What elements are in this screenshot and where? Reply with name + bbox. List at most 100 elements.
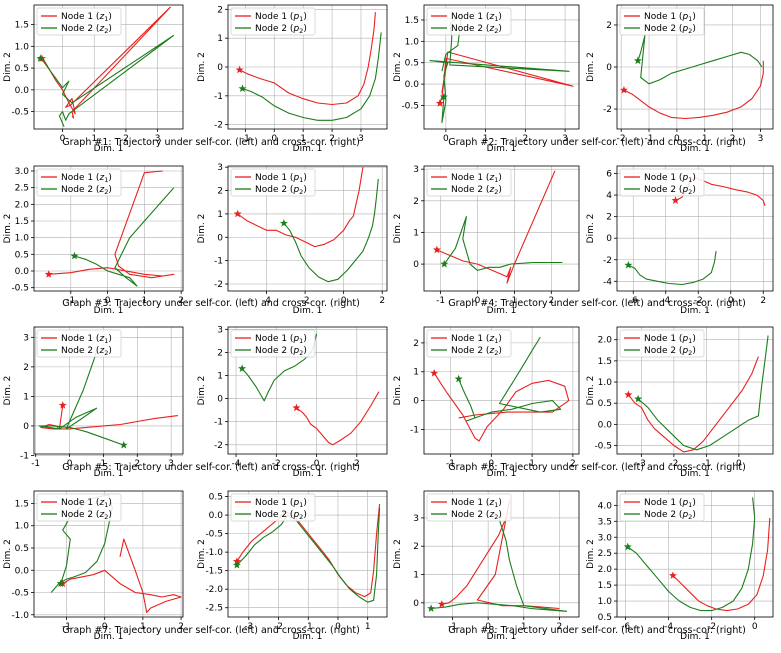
y-tick-label: 0.0 xyxy=(598,420,613,430)
y-tick-label: 4.0 xyxy=(598,501,613,511)
legend-label-node-2: Node 2 (p2) xyxy=(644,510,696,521)
x-tick-label: 2 xyxy=(522,134,528,144)
legend: Node 1 (z1)Node 2 (z2) xyxy=(426,329,512,358)
y-tick-label: 0.5 xyxy=(15,544,29,554)
legend-box xyxy=(36,168,122,197)
y-tick-label: 2 xyxy=(217,187,223,197)
y-tick-label: -2 xyxy=(214,441,223,451)
series-line-node-1 xyxy=(672,518,771,612)
legend-label-node-2: Node 2 (p2) xyxy=(644,185,696,196)
x-tick-label: -1 xyxy=(304,622,313,632)
start-marker-node-2 xyxy=(454,374,463,383)
x-axis-label: Dim. 1 xyxy=(293,306,323,316)
x-axis-label: Dim. 1 xyxy=(94,306,124,316)
y-tick-label: 1.5 xyxy=(15,21,29,31)
x-tick-label: 1 xyxy=(529,459,535,469)
y-tick-label: 0 xyxy=(413,397,419,407)
axes-frame xyxy=(616,165,774,292)
y-tick-label: 3 xyxy=(23,333,29,343)
legend-label-node-1: Node 1 (z1) xyxy=(61,12,112,23)
axes-graph-5-right: -4 -2 0 2 -2 -1 0 1 2 3 Dim. 1 Dim. 2 Node 1 (p1)Nod… xyxy=(197,325,388,479)
y-tick-label: 0.5 xyxy=(598,613,612,623)
start-marker-node-1 xyxy=(44,270,53,278)
series-line-node-2 xyxy=(283,178,379,283)
legend-box xyxy=(36,329,122,358)
y-tick-label: 1 xyxy=(23,392,29,402)
x-tick-label: -2 xyxy=(707,622,716,632)
x-tick-label: 0 xyxy=(443,134,449,144)
y-tick-label: 0.0 xyxy=(15,267,30,277)
axes-frame xyxy=(616,326,774,455)
legend: Node 1 (z1)Node 2 (z2) xyxy=(36,7,122,36)
axes-frame xyxy=(227,165,388,292)
series-line-node-1 xyxy=(296,391,380,446)
x-tick-label: 2 xyxy=(379,296,385,306)
series-line-node-2 xyxy=(637,335,769,451)
start-marker-node-2 xyxy=(36,54,45,62)
y-tick-label: 2 xyxy=(23,363,29,373)
legend-label-node-2: Node 2 (p2) xyxy=(255,24,307,35)
axes-frame xyxy=(33,490,184,618)
x-tick-label: 0 xyxy=(736,459,742,469)
y-tick-label: 0.0 xyxy=(209,511,224,521)
axes-graph-6-right: -3 -2 -1 0 -0.5 0.0 0.5 1.0 1.5 2.0 Dim. 1 Dim. 2 No… xyxy=(586,326,774,479)
x-tick-label: -2 xyxy=(274,622,283,632)
y-tick-label: -1 xyxy=(214,92,223,102)
start-marker-node-1 xyxy=(235,65,244,74)
legend-label-node-2: Node 2 (p2) xyxy=(644,24,696,35)
y-tick-label: 2 xyxy=(606,21,612,31)
y-tick-label: 1.0 xyxy=(15,42,30,52)
start-marker-node-2 xyxy=(232,560,241,569)
y-tick-label: 1 xyxy=(413,571,419,581)
legend-label-node-1: Node 1 (z1) xyxy=(61,173,112,184)
y-tick-label: 1.5 xyxy=(15,499,29,509)
caption-graph-8: Graph #8: Trajectory under self-cor. (le… xyxy=(448,625,746,636)
y-axis-label: Dim. 2 xyxy=(3,214,13,244)
caption-graph-5: Graph #5: Trajectory under self-cor. (le… xyxy=(62,462,360,473)
y-tick-label: 2.5 xyxy=(15,184,29,194)
start-marker-node-1 xyxy=(430,368,439,377)
legend-box xyxy=(426,168,512,197)
legend-box xyxy=(619,168,705,197)
x-tick-label: -6 xyxy=(621,622,630,632)
start-marker-node-2 xyxy=(634,394,643,403)
series-line-node-1 xyxy=(62,538,182,614)
legend: Node 1 (z1)Node 2 (z2) xyxy=(426,493,512,522)
series-line-node-2 xyxy=(637,34,763,85)
legend-label-node-1: Node 1 (p1) xyxy=(255,498,307,509)
x-tick-label: 3 xyxy=(168,459,174,469)
y-tick-label: -0.5 xyxy=(205,530,223,540)
legend-box xyxy=(230,493,316,522)
x-tick-label: 3 xyxy=(758,134,764,144)
start-marker-node-2 xyxy=(427,604,436,612)
legend-label-node-1: Node 1 (z1) xyxy=(451,173,502,184)
x-tick-label: 0 xyxy=(271,134,277,144)
series-line-node-2 xyxy=(236,507,381,603)
x-axis-label: Dim. 1 xyxy=(680,306,710,316)
x-tick-label: 2 xyxy=(557,622,563,632)
legend: Node 1 (p1)Node 2 (p2) xyxy=(619,168,705,197)
y-tick-label: 0 xyxy=(413,260,419,270)
axes-graph-6-left: -1 0 1 2 -1 0 1 2 Dim. 1 Dim. 2 Node 1 (z1)Node 2 … xyxy=(393,326,580,479)
axes-graph-3-left: -1 0 1 2 -0.5 0.0 0.5 1.0 1.5 2.0 2.5 3.0 Dim. 1 Dim.… xyxy=(3,165,184,316)
y-tick-label: -0.5 xyxy=(594,442,612,452)
y-tick-label: -1 xyxy=(410,425,419,435)
legend-label-node-1: Node 1 (p1) xyxy=(255,334,307,345)
x-tick-label: 0 xyxy=(60,134,66,144)
y-tick-label: 0.0 xyxy=(15,86,30,96)
x-tick-label: 0 xyxy=(674,134,680,144)
x-tick-label: 0 xyxy=(475,296,481,306)
legend-box xyxy=(619,329,705,358)
series-line-node-2 xyxy=(443,216,563,271)
series-line-node-2 xyxy=(74,187,175,287)
y-axis-label: Dim. 2 xyxy=(586,214,596,244)
y-tick-label: 1 xyxy=(413,368,419,378)
y-tick-label: 0.5 xyxy=(598,399,612,409)
y-tick-label: 0 xyxy=(413,599,419,609)
start-marker-node-1 xyxy=(292,403,301,412)
start-marker-node-1 xyxy=(437,600,446,608)
y-tick-label: 3 xyxy=(413,514,419,524)
y-tick-label: 0.5 xyxy=(209,493,223,503)
x-tick-label: 1 xyxy=(142,296,148,306)
